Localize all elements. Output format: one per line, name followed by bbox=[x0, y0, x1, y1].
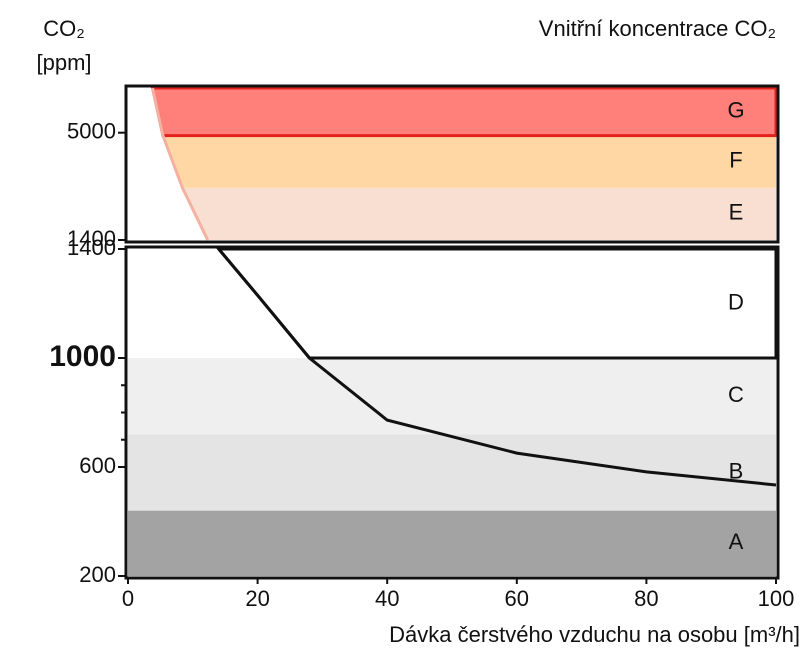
x-tick-label: 60 bbox=[505, 586, 529, 611]
x-tick-label: 0 bbox=[122, 586, 134, 611]
y-axis-label: [ppm] bbox=[36, 50, 91, 75]
band-label: E bbox=[729, 200, 744, 225]
x-tick-label: 80 bbox=[634, 586, 658, 611]
y-axis-label: CO₂ bbox=[43, 16, 85, 41]
band-label: A bbox=[729, 529, 744, 554]
band-label: F bbox=[729, 148, 742, 173]
x-tick-label: 100 bbox=[758, 586, 795, 611]
y-tick-label: 1400 bbox=[67, 226, 116, 251]
boundary-curve bbox=[217, 248, 777, 487]
y-tick-label: 600 bbox=[79, 453, 116, 478]
band bbox=[128, 510, 776, 576]
band-label: G bbox=[727, 98, 744, 123]
band-label: D bbox=[728, 289, 744, 314]
band bbox=[215, 247, 778, 360]
band bbox=[162, 135, 776, 188]
y-tick-label: 200 bbox=[79, 562, 116, 587]
band-label: C bbox=[728, 382, 744, 407]
band bbox=[150, 86, 778, 138]
panel-frame bbox=[124, 84, 780, 244]
x-tick-label: 20 bbox=[245, 586, 269, 611]
x-axis-label: Dávka čerstvého vzduchu na osobu [m³/h] bbox=[389, 622, 800, 647]
y-tick-label: 1400 bbox=[67, 235, 116, 260]
chart-title: Vnitřní koncentrace CO₂ bbox=[539, 16, 776, 41]
band bbox=[128, 434, 776, 511]
boundary-curve bbox=[151, 87, 210, 241]
band bbox=[128, 358, 776, 435]
band-label: B bbox=[729, 458, 744, 483]
band bbox=[182, 187, 776, 240]
y-tick-label: 5000 bbox=[67, 119, 116, 144]
y-tick-label: 1000 bbox=[49, 340, 116, 373]
x-tick-label: 40 bbox=[375, 586, 399, 611]
